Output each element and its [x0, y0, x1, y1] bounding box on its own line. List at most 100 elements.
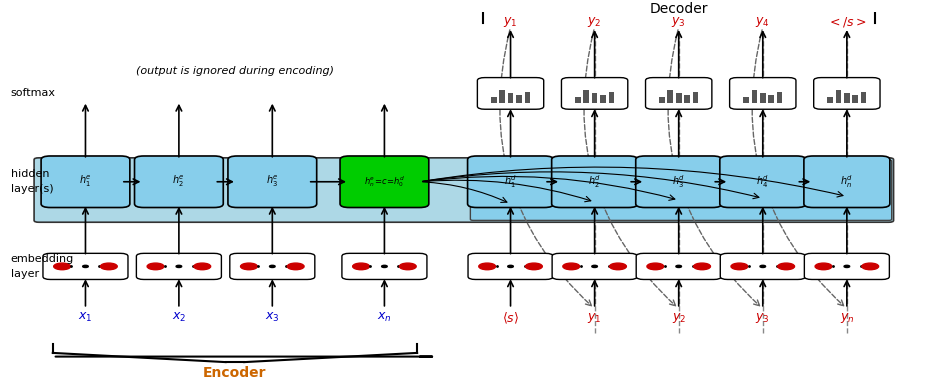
- Circle shape: [525, 263, 542, 270]
- Bar: [768, 95, 773, 103]
- Circle shape: [843, 265, 849, 267]
- Circle shape: [53, 263, 70, 270]
- Text: softmax: softmax: [10, 88, 55, 98]
- Bar: [507, 93, 513, 103]
- Circle shape: [759, 265, 765, 267]
- Text: Decoder: Decoder: [649, 2, 708, 16]
- Text: $y_2$: $y_2$: [587, 15, 601, 29]
- Bar: [524, 92, 530, 103]
- Bar: [499, 90, 505, 103]
- Bar: [600, 95, 606, 103]
- Circle shape: [861, 263, 878, 270]
- Bar: [675, 93, 680, 103]
- Text: $y_1$: $y_1$: [503, 15, 518, 29]
- Bar: [852, 95, 857, 103]
- Text: $h^d_3$: $h^d_3$: [671, 173, 684, 190]
- FancyBboxPatch shape: [340, 156, 429, 208]
- FancyBboxPatch shape: [229, 253, 314, 280]
- Bar: [592, 93, 597, 103]
- Circle shape: [592, 265, 597, 267]
- FancyBboxPatch shape: [551, 156, 636, 208]
- Circle shape: [147, 263, 164, 270]
- FancyBboxPatch shape: [719, 156, 805, 208]
- Bar: [516, 95, 521, 103]
- Circle shape: [287, 263, 304, 270]
- Text: $x_3$: $x_3$: [265, 311, 279, 324]
- Text: embedding: embedding: [10, 254, 74, 264]
- Circle shape: [399, 263, 416, 270]
- Text: $h^d_2$: $h^d_2$: [588, 173, 601, 190]
- Bar: [666, 90, 672, 103]
- FancyBboxPatch shape: [812, 78, 879, 109]
- Text: $h^d_n$: $h^d_n$: [840, 173, 853, 190]
- Text: layer: layer: [10, 269, 38, 279]
- FancyBboxPatch shape: [645, 78, 711, 109]
- Circle shape: [730, 263, 747, 270]
- Circle shape: [609, 263, 625, 270]
- Text: $x_n$: $x_n$: [376, 311, 391, 324]
- Bar: [742, 97, 748, 103]
- FancyBboxPatch shape: [342, 253, 427, 280]
- Circle shape: [814, 263, 831, 270]
- Text: $\langle s\rangle$: $\langle s\rangle$: [502, 310, 519, 326]
- Text: (output is ignored during encoding): (output is ignored during encoding): [136, 66, 333, 76]
- FancyBboxPatch shape: [635, 156, 721, 208]
- FancyBboxPatch shape: [468, 253, 552, 280]
- FancyBboxPatch shape: [227, 156, 316, 208]
- FancyBboxPatch shape: [636, 253, 721, 280]
- Text: $h^e_n\!=\!c\!=\!h^d_0$: $h^e_n\!=\!c\!=\!h^d_0$: [363, 174, 404, 189]
- FancyBboxPatch shape: [803, 253, 888, 280]
- FancyBboxPatch shape: [720, 253, 804, 280]
- FancyBboxPatch shape: [803, 156, 889, 208]
- Circle shape: [507, 265, 513, 267]
- Circle shape: [478, 263, 495, 270]
- Text: $h^d_4$: $h^d_4$: [755, 173, 768, 190]
- Bar: [826, 97, 832, 103]
- Text: $h^d_1$: $h^d_1$: [504, 173, 517, 190]
- Circle shape: [646, 263, 663, 270]
- Bar: [751, 90, 756, 103]
- FancyBboxPatch shape: [476, 78, 543, 109]
- FancyBboxPatch shape: [43, 253, 128, 280]
- Bar: [658, 97, 664, 103]
- Bar: [843, 93, 849, 103]
- Bar: [835, 90, 841, 103]
- Text: $h^e_2$: $h^e_2$: [172, 174, 185, 190]
- Bar: [575, 97, 580, 103]
- FancyBboxPatch shape: [561, 78, 627, 109]
- Bar: [583, 90, 589, 103]
- Circle shape: [777, 263, 794, 270]
- Circle shape: [270, 265, 275, 267]
- Circle shape: [693, 263, 709, 270]
- Text: $y_4$: $y_4$: [754, 15, 769, 29]
- Text: $y_2$: $y_2$: [671, 311, 685, 325]
- Text: $x_1$: $x_1$: [78, 311, 93, 324]
- Circle shape: [176, 265, 182, 267]
- Bar: [683, 95, 689, 103]
- FancyBboxPatch shape: [551, 253, 636, 280]
- FancyBboxPatch shape: [467, 156, 553, 208]
- Circle shape: [194, 263, 211, 270]
- Text: $h^e_3$: $h^e_3$: [266, 174, 278, 190]
- Circle shape: [381, 265, 387, 267]
- Text: layer(s): layer(s): [10, 184, 53, 194]
- Circle shape: [100, 263, 117, 270]
- Text: $x_2$: $x_2$: [171, 311, 186, 324]
- Bar: [759, 93, 765, 103]
- FancyBboxPatch shape: [41, 156, 130, 208]
- Text: $y_3$: $y_3$: [754, 311, 769, 325]
- FancyBboxPatch shape: [470, 160, 891, 220]
- Text: Encoder: Encoder: [203, 366, 267, 380]
- Text: hidden: hidden: [10, 169, 50, 179]
- Circle shape: [82, 265, 88, 267]
- FancyBboxPatch shape: [137, 253, 221, 280]
- Text: $</s>$: $</s>$: [826, 15, 866, 29]
- Text: $y_1$: $y_1$: [587, 311, 601, 325]
- Text: $y_n$: $y_n$: [839, 311, 854, 325]
- Bar: [490, 97, 496, 103]
- Circle shape: [563, 263, 579, 270]
- FancyBboxPatch shape: [34, 158, 893, 222]
- Circle shape: [352, 263, 369, 270]
- Bar: [776, 92, 782, 103]
- FancyBboxPatch shape: [729, 78, 795, 109]
